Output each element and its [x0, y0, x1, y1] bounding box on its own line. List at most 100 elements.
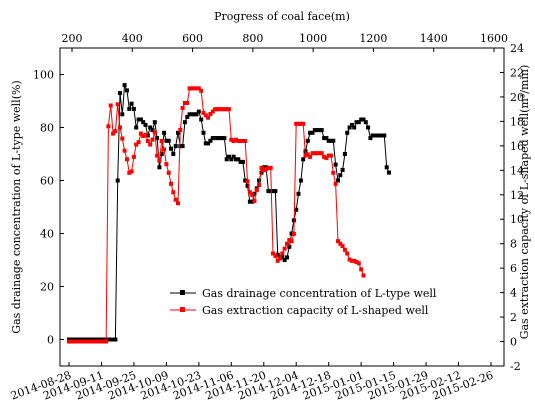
data-point — [312, 151, 317, 156]
data-point — [329, 153, 333, 158]
data-point — [231, 154, 236, 159]
data-point — [233, 137, 238, 142]
data-point — [129, 101, 134, 106]
data-point — [285, 241, 289, 246]
top-tick-label: 1200 — [359, 32, 387, 45]
data-point — [236, 157, 241, 162]
data-point — [187, 112, 192, 117]
data-point — [331, 138, 336, 143]
data-point — [118, 125, 122, 130]
data-point — [111, 337, 116, 342]
data-point — [155, 136, 160, 141]
data-point — [127, 170, 132, 175]
data-point — [180, 105, 185, 110]
top-tick-label: 400 — [122, 32, 143, 45]
data-point — [192, 112, 197, 117]
data-point — [259, 170, 264, 175]
data-point — [99, 339, 104, 344]
left-tick-label: 0 — [47, 334, 54, 347]
right-tick-label: -2 — [510, 360, 521, 373]
data-point — [352, 125, 357, 130]
data-point — [312, 128, 317, 133]
data-point — [210, 109, 215, 114]
data-point — [310, 151, 315, 156]
data-point — [352, 258, 357, 263]
data-point — [92, 339, 97, 344]
data-point — [129, 169, 134, 174]
data-point — [199, 117, 204, 122]
data-point — [220, 136, 224, 141]
data-point — [104, 339, 109, 344]
data-point — [176, 130, 180, 135]
data-point — [247, 199, 252, 204]
data-point — [222, 136, 227, 141]
data-point — [326, 153, 331, 158]
data-point — [178, 144, 183, 149]
data-point — [150, 128, 155, 133]
data-point — [236, 139, 241, 143]
data-point — [206, 115, 211, 120]
left-tick-label: 60 — [40, 175, 54, 188]
right-tick-label: 14 — [510, 164, 524, 177]
data-point — [347, 125, 352, 130]
data-point — [308, 154, 313, 159]
data-point — [298, 121, 303, 126]
data-point — [349, 122, 354, 127]
data-point — [273, 189, 278, 194]
data-point — [380, 133, 384, 138]
data-point — [245, 179, 250, 184]
data-point — [220, 107, 224, 112]
data-point — [176, 201, 180, 206]
data-point — [366, 125, 371, 130]
data-point — [333, 162, 338, 167]
data-point — [189, 86, 194, 91]
data-point — [384, 165, 389, 170]
data-point — [169, 181, 173, 186]
legend: Gas drainage concentration of L-type wel… — [170, 287, 437, 317]
data-point — [347, 257, 352, 262]
data-point — [224, 107, 229, 112]
data-point — [145, 133, 150, 138]
data-point — [185, 101, 190, 105]
data-point — [120, 136, 125, 141]
data-point — [194, 112, 199, 117]
data-point — [120, 112, 125, 117]
data-point — [152, 130, 157, 135]
data-point — [131, 154, 136, 159]
data-point — [173, 144, 178, 149]
data-point — [361, 117, 366, 122]
data-point — [322, 154, 327, 159]
data-point — [162, 147, 167, 152]
data-point — [359, 117, 364, 122]
data-point — [97, 339, 102, 344]
data-point — [94, 339, 99, 344]
data-point — [303, 153, 308, 158]
data-point — [238, 159, 243, 164]
data-point — [208, 112, 213, 116]
data-point — [143, 122, 148, 127]
data-point — [213, 136, 218, 141]
data-point — [127, 106, 132, 111]
data-point — [224, 157, 229, 162]
data-point — [171, 152, 176, 156]
data-point — [215, 107, 220, 112]
data-point — [203, 141, 208, 146]
data-point — [182, 101, 187, 105]
data-point — [227, 154, 231, 159]
data-point — [296, 121, 301, 126]
data-point — [275, 258, 280, 263]
data-point — [125, 157, 129, 162]
data-point — [356, 120, 361, 125]
data-point — [257, 183, 262, 187]
data-point — [240, 159, 245, 164]
data-point — [247, 190, 252, 195]
data-point — [326, 138, 331, 143]
data-point — [185, 114, 190, 119]
left-tick-label: 100 — [33, 69, 54, 82]
data-point — [308, 130, 313, 135]
right-axis-title: Gas extraction capacity of L-shaped well… — [518, 65, 531, 340]
right-tick-label: 2 — [510, 311, 517, 324]
data-point — [317, 151, 322, 156]
data-point — [271, 251, 275, 256]
